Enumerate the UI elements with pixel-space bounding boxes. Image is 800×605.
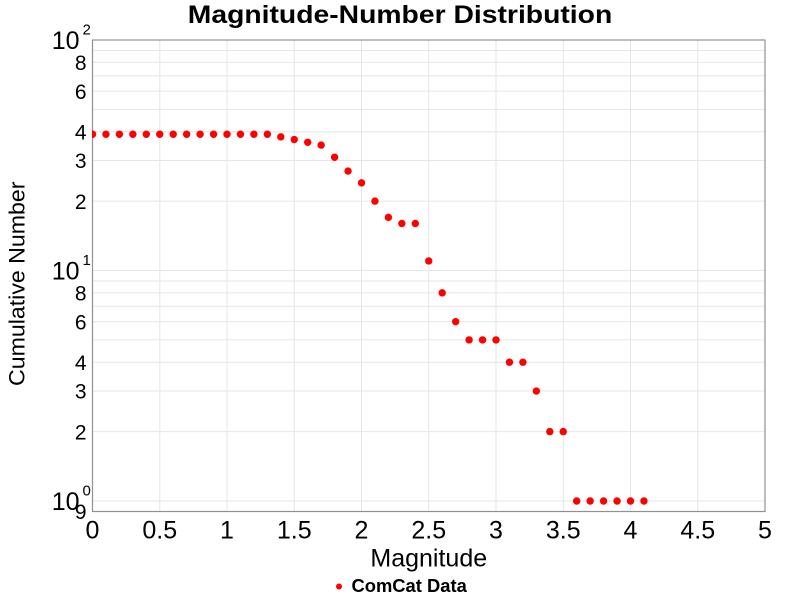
svg-text:6: 6 <box>75 311 87 334</box>
svg-text:2: 2 <box>75 191 87 214</box>
svg-text:1.5: 1.5 <box>277 517 312 545</box>
svg-text:3.5: 3.5 <box>546 517 581 545</box>
svg-text:10: 10 <box>52 27 80 55</box>
svg-text:6: 6 <box>75 81 87 104</box>
svg-text:1: 1 <box>220 517 234 545</box>
svg-text:3: 3 <box>489 517 503 545</box>
svg-text:0: 0 <box>86 517 100 545</box>
svg-text:2: 2 <box>355 517 369 545</box>
svg-text:Cumulative Number: Cumulative Number <box>5 182 30 387</box>
svg-text:ComCat Data: ComCat Data <box>352 575 468 596</box>
svg-text:10: 10 <box>52 258 80 286</box>
svg-text:4: 4 <box>75 121 87 144</box>
svg-text:Magnitude-Number Distribution: Magnitude-Number Distribution <box>188 1 613 29</box>
svg-text:3: 3 <box>75 381 87 404</box>
svg-text:2.5: 2.5 <box>411 517 446 545</box>
svg-text:8: 8 <box>75 282 87 305</box>
svg-text:1: 1 <box>83 252 91 269</box>
svg-text:0.5: 0.5 <box>142 517 177 545</box>
svg-text:0: 0 <box>83 483 91 500</box>
svg-text:Magnitude: Magnitude <box>370 545 487 573</box>
svg-text:2: 2 <box>75 421 87 444</box>
svg-text:8: 8 <box>75 52 87 75</box>
svg-text:5: 5 <box>758 517 772 545</box>
svg-text:9: 9 <box>75 501 87 524</box>
svg-text:4: 4 <box>75 352 87 375</box>
svg-text:3: 3 <box>75 150 87 173</box>
svg-text:4: 4 <box>624 517 638 545</box>
svg-text:4.5: 4.5 <box>680 517 715 545</box>
svg-text:10: 10 <box>52 488 80 516</box>
svg-text:2: 2 <box>83 22 91 39</box>
